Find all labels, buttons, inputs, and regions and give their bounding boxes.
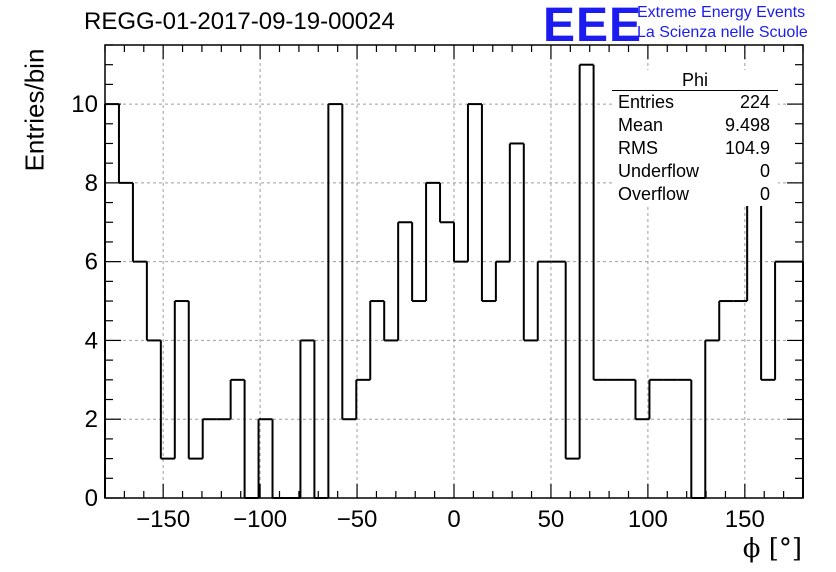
stats-label: Overflow [618,184,690,204]
x-tick-label: 150 [725,506,765,533]
stats-value: 0 [759,161,770,181]
stats-value: 0 [759,184,770,204]
stats-row-mean: Mean 9.498 [612,114,778,137]
stats-row-rms: RMS 104.9 [612,137,778,160]
x-tick-label: −100 [233,506,287,533]
tick-labels: −150 −100 −50 0 50 100 150 0 2 4 6 8 10 [71,91,765,533]
stats-row-underflow: Underflow 0 [612,160,778,183]
y-tick-label: 0 [85,485,98,512]
y-tick-label: 6 [85,249,98,276]
stats-label: Underflow [618,161,700,181]
logo-line2: La Scienza nelle Scuole [637,24,808,41]
stats-label: Entries [618,92,675,112]
stats-row-overflow: Overflow 0 [612,183,778,206]
x-tick-label: −50 [337,506,378,533]
stats-row-entries: Entries 224 [612,91,778,114]
axis-ticks [104,44,804,499]
stats-label: RMS [618,138,658,158]
stats-value: 9.498 [724,115,770,135]
stats-label: Mean [618,115,664,135]
x-tick-label: −150 [136,506,190,533]
y-tick-label: 8 [85,170,98,197]
y-tick-label: 4 [85,327,98,354]
y-tick-label: 2 [85,406,98,433]
stats-title: Phi [612,70,778,91]
x-tick-label: 100 [628,506,668,533]
eee-logo: EEE [543,0,643,52]
x-axis-label: ϕ [°] [742,534,802,564]
y-tick-label: 10 [71,91,98,118]
y-axis-label: Entries/bin [19,48,50,172]
stats-value: 104.9 [724,138,770,158]
stats-value: 224 [739,92,770,112]
stats-box: Phi Entries 224 Mean 9.498 RMS 104.9 Und… [612,70,778,206]
logo-line1: Extreme Energy Events [637,4,806,21]
run-title: REGG-01-2017-09-19-00024 [84,8,395,35]
x-tick-label: 50 [538,506,565,533]
x-tick-label: 0 [447,506,460,533]
